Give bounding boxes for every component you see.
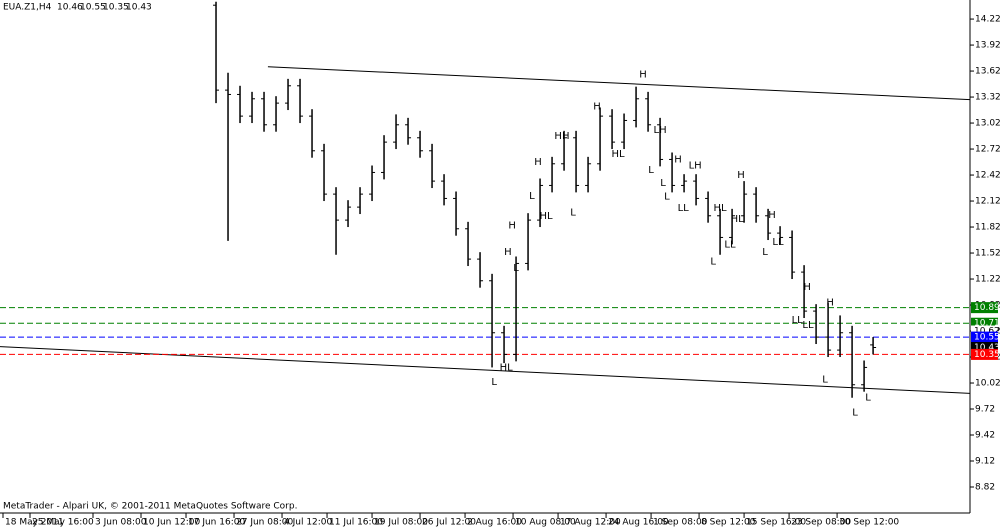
y-tick-label: 9.42	[975, 431, 995, 441]
y-tick-label: 13.92	[975, 41, 1000, 51]
trendline	[267, 66, 971, 101]
header-close: 10.43	[126, 3, 152, 13]
y-tick-label: 11.22	[975, 275, 1000, 285]
annotation: H	[768, 210, 776, 221]
annotation: L	[491, 377, 497, 388]
y-tick-label: 12.42	[975, 171, 1000, 181]
y-tick-label: 13.32	[975, 93, 1000, 103]
annotation: L	[648, 165, 654, 176]
y-tick-label: 12.72	[975, 145, 1000, 155]
header-high: 10.55	[80, 3, 106, 13]
x-tick-label: 10 Jun 12:00	[143, 518, 200, 528]
x-tick-label: 10 Aug 08:00	[515, 518, 576, 528]
annotation: H	[737, 170, 745, 181]
annotation: L	[513, 263, 519, 274]
x-tick-label: 3 Jun 08:00	[95, 518, 147, 528]
annotation: L	[710, 257, 716, 268]
annotation: H	[674, 154, 682, 165]
x-tick-label: 1 Sep 08:00	[653, 518, 708, 528]
header-open: 10.46	[57, 3, 83, 13]
annotation: L	[660, 178, 666, 189]
annotation: L	[529, 191, 535, 202]
annotation: LL	[792, 315, 804, 326]
annotation: LL	[802, 320, 814, 331]
annotation: L	[762, 247, 768, 258]
annotation: H	[504, 247, 512, 258]
y-tick-label: 8.82	[975, 483, 995, 493]
annotation: LL	[678, 203, 690, 214]
price-tag	[971, 302, 998, 314]
price-tag-label: 10.62	[974, 327, 1000, 337]
y-tick-label: 10.02	[975, 379, 1000, 389]
x-tick-label: 2 Aug 16:00	[467, 518, 522, 528]
annotation: H	[534, 157, 542, 168]
x-tick-label: 15 Sep 16:00	[746, 518, 806, 528]
price-tag-label: 10.35	[974, 350, 1000, 360]
annotation: H	[803, 282, 811, 293]
annotation: LL	[724, 239, 736, 250]
y-tick-label: 13.02	[975, 119, 1000, 129]
annotation: L	[570, 207, 576, 218]
y-tick-label: 12.12	[975, 197, 1000, 207]
annotation: L	[822, 375, 828, 386]
annotation: HL	[731, 214, 745, 225]
y-tick-label: 11.82	[975, 223, 1000, 233]
annotation: H	[639, 70, 647, 81]
price-tag-label: 10.43	[974, 343, 1000, 353]
annotation: LH	[689, 161, 702, 172]
price-tag	[971, 341, 998, 353]
x-tick-label: 17 Aug 12:00	[560, 518, 621, 528]
x-tick-label: 8 Sep 12:00	[701, 518, 756, 528]
price-tag-label: 10.71	[974, 319, 1000, 329]
annotation: H	[508, 220, 516, 231]
annotation: HL	[540, 211, 554, 222]
x-tick-label: 24 Aug 16:00	[608, 518, 669, 528]
symbol: EUA.Z1,H4	[3, 3, 52, 13]
header-low: 10.35	[103, 3, 129, 13]
price-tag	[971, 317, 998, 329]
annotation: HH	[554, 131, 569, 142]
annotation: HL	[714, 203, 728, 214]
y-tick-label: 13.62	[975, 67, 1000, 77]
annotation: L	[664, 192, 670, 203]
x-tick-label: 30 Sep 12:00	[839, 518, 899, 528]
y-tick-label: 9.12	[975, 457, 995, 467]
x-tick-label: 17 Jun 16:00	[188, 518, 245, 528]
annotation: HL	[500, 362, 514, 373]
annotation: H	[593, 102, 601, 113]
trendline	[0, 346, 971, 394]
x-tick-label: 27 Jun 08:00	[236, 518, 293, 528]
x-tick-label: 25 May 16:00	[32, 518, 94, 528]
price-tag	[971, 331, 998, 343]
x-tick-label: 11 Jul 16:00	[329, 518, 383, 528]
annotation: H	[826, 297, 834, 308]
annotation: HL	[612, 149, 626, 160]
x-tick-label: 18 May 2011	[5, 518, 64, 528]
plot: HLLHHLHLHLHHLHHLHLHLLHLHLLLHHLLLHLLHLLLH…	[0, 1, 971, 418]
y-tick-label: 14.22	[975, 15, 1000, 25]
price-tag	[971, 348, 998, 360]
x-tick-label: 26 Jul 12:00	[422, 518, 476, 528]
footer: MetaTrader - Alpari UK, © 2001-2011 Meta…	[3, 502, 297, 512]
price-tag-label: 10.89	[974, 303, 1000, 313]
y-tick-label: 11.52	[975, 249, 1000, 259]
x-tick-label: 19 Jul 08:00	[374, 518, 428, 528]
x-tick-label: 4 Jul 12:00	[284, 518, 333, 528]
annotation: LH	[654, 125, 667, 136]
y-tick-label: 9.72	[975, 405, 995, 415]
annotation: L	[852, 407, 858, 418]
price-tag-label: 10.55	[974, 333, 1000, 343]
price-tag	[971, 325, 998, 337]
x-tick-label: 23 Sep 08:00	[791, 518, 851, 528]
annotation: L	[865, 393, 871, 404]
annotation: LL	[772, 237, 784, 248]
